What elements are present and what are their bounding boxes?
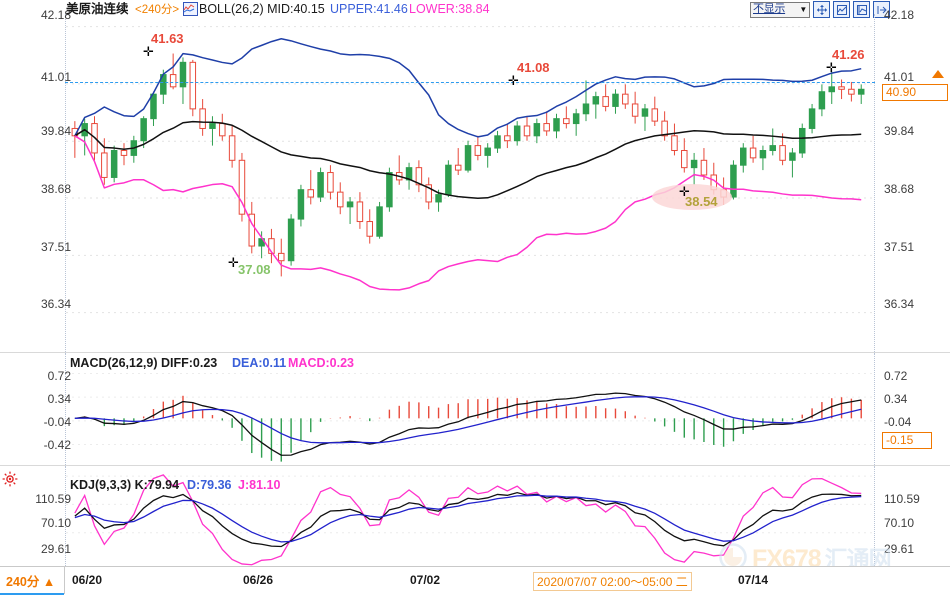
crosshair-marker-icon: ✛ [143,44,154,59]
crosshair-marker-icon: ✛ [508,73,519,88]
fit-chart-icon[interactable] [833,1,850,18]
y-label: -0.42 [43,438,71,452]
y-label: 0.72 [47,369,71,383]
panel-divider [0,465,950,466]
date-label: 07/14 [738,573,769,587]
y-label: 38.68 [40,182,71,196]
current-price-line [65,82,875,83]
panel-divider [0,352,950,353]
crosshair-date-tooltip: 2020/07/07 02:00～05:00 二 [533,572,692,591]
highlight-ellipse [652,184,732,210]
chart-header: 美原油连续 <240分> BOLL(26,2) MID:40.15 UPPER:… [0,0,950,18]
date-label: 06/20 [72,573,103,587]
y-label: 38.68 [884,182,915,196]
sun-alert-icon[interactable] [2,471,18,487]
y-label: 29.61 [884,542,915,556]
date-label: 06/26 [243,573,274,587]
date-label: 07/02 [410,573,441,587]
display-mode-select[interactable]: 不显示 ▼ [750,1,810,18]
y-label: 0.72 [884,369,908,383]
current-price-arrow-icon [932,70,944,78]
axis-corner-divider [64,566,65,594]
crosshair-marker-icon: ✛ [679,184,690,199]
y-label: 39.84 [40,124,71,138]
crosshair-marker-icon: ✛ [228,255,239,270]
annotation-high-2: 41.08 [517,60,550,75]
price-panel[interactable] [65,14,875,352]
y-label: 37.51 [884,240,915,254]
macd-chart-canvas [66,373,874,462]
macd-value: MACD:0.23 [288,356,354,370]
boll-upper-value: UPPER:41.46 [330,2,408,16]
y-label: 42.18 [884,8,915,22]
y-label: 41.01 [40,70,71,84]
kdj-title: KDJ(9,3,3) K:79.94 [70,478,180,492]
kdj-d-value: D:79.36 [187,478,232,492]
y-label: 0.34 [884,392,908,406]
crosshair-marker-icon: ✛ [826,60,837,75]
timeframe-button[interactable]: 240分 ▲ [6,571,55,590]
boll-values: BOLL(26,2) MID:40.15 [199,2,325,16]
y-label: 37.51 [40,240,71,254]
triangle-up-icon: ▲ [42,575,56,589]
align-left-icon[interactable] [853,1,870,18]
macd-dea-value: DEA:0.11 [232,356,287,370]
annotation-high-1: 41.63 [151,31,184,46]
expand-right-icon[interactable] [873,1,890,18]
annotation-high-3: 41.26 [832,47,865,62]
y-label: 110.59 [35,492,71,506]
kdj-j-value: J:81.10 [238,478,281,492]
timeframe-label: 240分 [6,575,40,589]
y-label: 110.59 [884,492,920,506]
y-label: 42.18 [40,8,71,22]
crosshair-move-icon[interactable] [813,1,830,18]
y-label: 70.10 [40,516,71,530]
symbol-name: 美原油连续 [66,2,129,16]
annotation-low-1: 37.08 [238,262,271,277]
y-label: 39.84 [884,124,915,138]
boll-indicator-icon[interactable] [183,2,198,16]
y-label: 41.01 [884,70,915,84]
y-label: -0.04 [43,415,71,429]
y-label: 0.34 [47,392,71,406]
macd-panel[interactable] [65,353,875,465]
macd-title: MACD(26,12,9) DIFF:0.23 [70,356,218,370]
annotation-low-2: 38.54 [685,194,718,209]
date-axis[interactable]: 240分 ▲ 06/20 06/26 07/02 2020/07/07 02:0… [0,566,950,595]
chart-toolbar: 不显示 ▼ [750,1,890,18]
chevron-down-icon: ▼ [799,5,807,14]
period-label: <240分> [135,4,180,16]
y-label: 36.34 [884,297,915,311]
boll-lower-value: LOWER:38.84 [409,2,490,16]
macd-current-value-tag: -0.15 [882,432,932,449]
current-price-tag: 40.90 [882,84,948,101]
price-chart-canvas [66,26,874,314]
display-mode-value: 不显示 [753,3,786,15]
y-label: 36.34 [40,297,71,311]
y-label: 29.61 [40,542,71,556]
y-label: -0.04 [884,415,912,429]
y-label: 70.10 [884,516,915,530]
